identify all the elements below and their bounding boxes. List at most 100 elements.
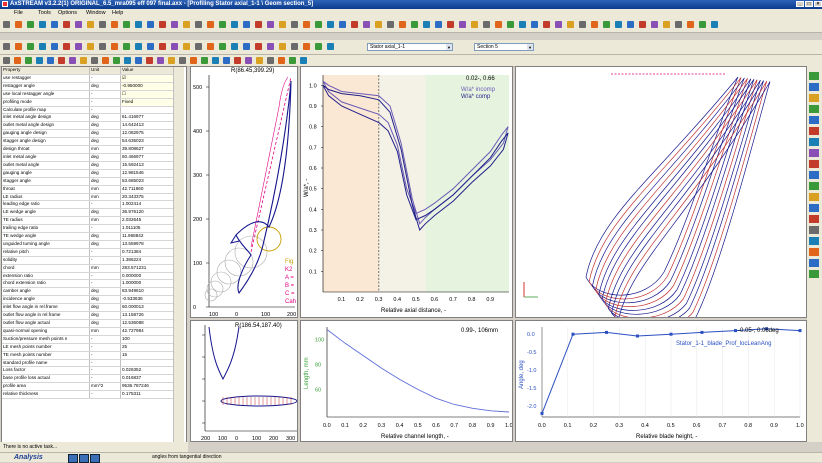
angle-plot-panel[interactable]: 0.0 0.1 0.2 0.3 0.4 0.5 0.6 0.7 0.8 0.9 1.0 0.0 -0.5… (515, 320, 807, 442)
toolbar-icon[interactable] (291, 43, 298, 50)
side-tool-icon[interactable] (809, 138, 819, 146)
toolbar-icon[interactable] (168, 57, 175, 64)
toolbar-icon[interactable] (289, 57, 296, 64)
menu-file[interactable]: File (14, 10, 23, 16)
toolbar-icon[interactable] (102, 57, 109, 64)
toolbar-icon[interactable] (39, 43, 46, 50)
toolbar-icon[interactable] (351, 21, 358, 28)
value-cell[interactable]: 0.000000 (120, 272, 181, 281)
toolbar-icon[interactable] (267, 43, 274, 50)
toolbar-icon[interactable] (555, 21, 562, 28)
side-tool-icon[interactable] (809, 160, 819, 168)
toolbar-icon[interactable] (3, 21, 10, 28)
toolbar-icon[interactable] (207, 43, 214, 50)
toolbar-icon[interactable] (87, 43, 94, 50)
toolbar-icon[interactable] (615, 21, 622, 28)
grid-scrollbar[interactable] (173, 67, 184, 452)
table-row[interactable]: outlet metal angle design deg 14.642413 (2, 121, 181, 131)
toolbar-icon[interactable] (124, 57, 131, 64)
value-cell[interactable]: 53.685023 (120, 177, 181, 186)
toolbar-icon[interactable] (255, 21, 262, 28)
toolbar-icon[interactable] (267, 21, 274, 28)
toolbar-icon[interactable] (627, 21, 634, 28)
table-row[interactable]: LE mesh points number -25 (2, 343, 181, 352)
toolbar-icon[interactable] (483, 21, 490, 28)
table-row[interactable]: Loss factor -0.026352 (2, 366, 181, 376)
toolbar-icon[interactable] (183, 43, 190, 50)
toolbar-icon[interactable] (303, 21, 310, 28)
side-tool-icon[interactable] (809, 94, 819, 102)
table-row[interactable]: inlet metal angle deg 60.466977 (2, 153, 181, 162)
value-cell[interactable]: 0.016837 (120, 374, 181, 384)
side-tool-icon[interactable] (809, 226, 819, 234)
stator-select[interactable]: Stator axial_1-1 ▼ (367, 43, 453, 51)
value-cell[interactable]: 42.727984 (120, 327, 181, 336)
toolbar-icon[interactable] (315, 21, 322, 28)
table-row[interactable]: LE wedge angle deg 36.976120 (2, 208, 181, 218)
value-cell[interactable]: 54.635023 (120, 137, 181, 147)
toolbar-icon[interactable] (15, 21, 22, 28)
toolbar-icon[interactable] (190, 57, 197, 64)
value-cell[interactable]: -0.950000 (120, 82, 181, 91)
toolbar-icon[interactable] (375, 21, 382, 28)
toolbar-icon[interactable] (63, 21, 70, 28)
value-cell[interactable]: 13.158726 (120, 311, 181, 320)
toolbar-icon[interactable] (63, 43, 70, 50)
toolbar-icon[interactable] (579, 21, 586, 28)
value-cell[interactable]: 283.571231 (120, 264, 181, 273)
toolbar-icon[interactable] (3, 43, 10, 50)
table-row[interactable]: throat mm 42.711660 (2, 185, 181, 194)
toolbar-icon[interactable] (113, 57, 120, 64)
toolbar-icon[interactable] (195, 21, 202, 28)
toolbar-icon[interactable] (675, 21, 682, 28)
toolbar-icon[interactable] (245, 57, 252, 64)
toolbar-icon[interactable] (135, 57, 142, 64)
toolbar-icon[interactable] (278, 57, 285, 64)
value-cell[interactable]: 39.808627 (120, 145, 181, 154)
table-row[interactable]: Suction/pressure mesh points n -100 (2, 335, 181, 344)
toolbar-icon[interactable] (51, 43, 58, 50)
value-cell[interactable]: 15.592413 (120, 161, 181, 170)
table-row[interactable]: outlet flow angle actual deg 12.536088 (2, 319, 181, 328)
value-cell[interactable] (120, 359, 181, 368)
toolbar-icon[interactable] (171, 21, 178, 28)
toolbar-icon[interactable] (543, 21, 550, 28)
value-cell[interactable]: 9536.787246 (120, 382, 181, 392)
toolbar-icon[interactable] (447, 21, 454, 28)
toolbar-icon[interactable] (567, 21, 574, 28)
toolbar-icon[interactable] (15, 43, 22, 50)
toolbar-icon[interactable] (339, 21, 346, 28)
table-row[interactable]: stagger angle design deg 54.635023 (2, 137, 181, 147)
table-row[interactable]: outlet metal angle deg 15.592413 (2, 161, 181, 170)
table-row[interactable]: leading edge ratio -1.002414 (2, 200, 181, 210)
toolbar-icon[interactable] (146, 57, 153, 64)
toolbar-icon[interactable] (27, 21, 34, 28)
side-tool-icon[interactable] (809, 149, 819, 157)
section-plot-panel[interactable]: 200 100 0 100 200 300 R(186.54,187.40) (190, 320, 298, 442)
toolbar-icon[interactable] (687, 21, 694, 28)
toolbar-icon[interactable] (111, 43, 118, 50)
table-row[interactable]: use local restagger angle - ☐ (2, 90, 181, 99)
toolbar-icon[interactable] (387, 21, 394, 28)
value-cell[interactable]: 13.559978 (120, 240, 181, 249)
toolbar-icon[interactable] (47, 57, 54, 64)
toolbar-icon[interactable] (201, 57, 208, 64)
toolbar-icon[interactable] (159, 43, 166, 50)
side-tool-icon[interactable] (809, 237, 819, 245)
toolbar-icon[interactable] (91, 57, 98, 64)
toolbar-icon[interactable] (87, 21, 94, 28)
value-cell[interactable]: 60.000013 (120, 303, 181, 313)
toolbar-icon[interactable] (25, 57, 32, 64)
toolbar-icon[interactable] (123, 43, 130, 50)
menu-options[interactable]: Options (58, 10, 77, 16)
side-tool-icon[interactable] (809, 83, 819, 91)
toolbar-icon[interactable] (411, 21, 418, 28)
toolbar-icon[interactable] (135, 21, 142, 28)
toolbar-icon[interactable] (39, 21, 46, 28)
toolbar-icon[interactable] (69, 57, 76, 64)
toolbar-icon[interactable] (279, 21, 286, 28)
toolbar-icon[interactable] (75, 43, 82, 50)
toolbar-icon[interactable] (223, 57, 230, 64)
toolbar-icon[interactable] (531, 21, 538, 28)
toolbar-icon[interactable] (135, 43, 142, 50)
